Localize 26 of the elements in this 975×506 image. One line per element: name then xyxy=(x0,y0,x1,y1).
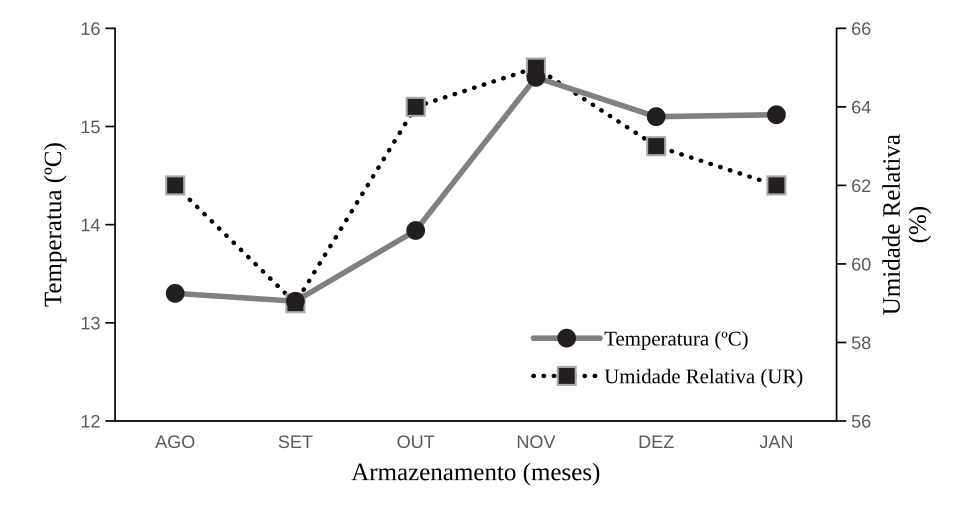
y2-tick-label: 66 xyxy=(852,22,870,36)
x-tick-label: DEZ xyxy=(640,436,674,448)
point xyxy=(646,136,666,156)
point xyxy=(165,175,186,196)
y2-tick-label: 64 xyxy=(852,100,871,114)
y-tick-label: 13 xyxy=(82,316,100,330)
y2-axis-title: Umidade Relativa (%) xyxy=(882,134,932,315)
x-axis-title: Armazenamento (meses) xyxy=(351,462,600,486)
y-axis-title: Temperatua (ºC) xyxy=(44,143,66,307)
y2-tick-label: 60 xyxy=(852,258,871,271)
y2-tick-label: 62 xyxy=(852,179,870,192)
y-tick-label: 15 xyxy=(82,120,100,134)
point xyxy=(766,175,786,196)
y-tick-label: 16 xyxy=(82,22,100,36)
legend-label: Umidade Relativa (UR) xyxy=(604,368,802,388)
x-tick-label: SET xyxy=(278,435,313,448)
x-tick-label: NOV xyxy=(518,435,556,448)
y-tick-label: 14 xyxy=(82,218,100,232)
legend-label: Temperatura (ºC) xyxy=(604,330,748,350)
x-tick-label: JAN xyxy=(760,436,792,448)
y-tick-label: 12 xyxy=(82,414,100,428)
x-tick-label: AGO xyxy=(155,435,194,448)
x-tick-label: OUT xyxy=(397,435,434,448)
point xyxy=(406,96,426,117)
y2-tick-label: 56 xyxy=(852,414,870,428)
y2-tick-label: 58 xyxy=(852,336,870,350)
